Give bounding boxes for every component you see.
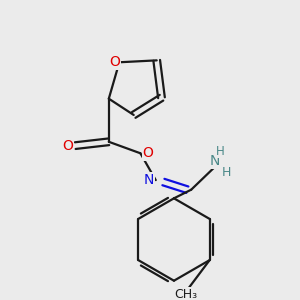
Text: N: N	[210, 154, 220, 168]
Text: CH₃: CH₃	[174, 289, 197, 300]
Text: O: O	[142, 146, 154, 160]
Text: H: H	[222, 166, 231, 179]
Text: O: O	[109, 55, 120, 69]
Text: O: O	[62, 139, 73, 153]
Text: H: H	[216, 145, 224, 158]
Text: N: N	[144, 173, 154, 187]
